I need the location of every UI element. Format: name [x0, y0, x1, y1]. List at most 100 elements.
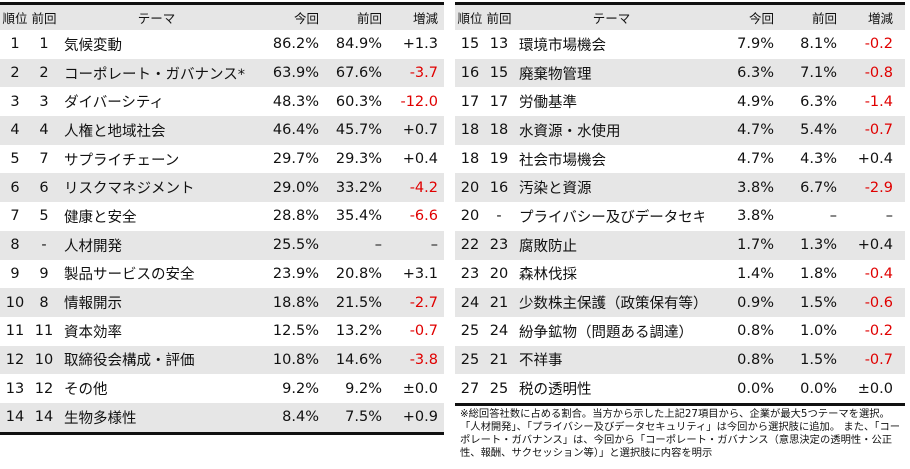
table-row: 20-プライバシー及びデータセキュリティ 3.8% – –: [455, 202, 905, 231]
table-row: 6 6 リスクマネジメント 29.0% 33.2% -4.2: [0, 173, 444, 203]
table-row: 12 10 取締役会構成・評価 10.8% 14.6% -3.8: [0, 345, 444, 375]
change-cell: +0.4: [402, 151, 438, 168]
prev-rank-cell: 7: [39, 151, 49, 168]
prev-rank-cell: -: [41, 237, 47, 254]
theme-cell: 水資源・水使用: [519, 123, 621, 140]
rank-cell: 3: [10, 93, 20, 110]
prev-rank-cell: 3: [39, 93, 49, 110]
current-cell: 9.2%: [282, 380, 319, 397]
change-cell: +1.3: [402, 36, 438, 53]
current-cell: 28.8%: [272, 208, 319, 225]
previous-cell: 1.0%: [800, 323, 837, 340]
table-row: 8 - 人材開発 25.5% – –: [0, 230, 444, 260]
theme-cell: リスクマネジメント: [64, 181, 195, 198]
table-row: 7 5 健康と安全 28.8% 35.4% -6.6: [0, 202, 444, 231]
theme-cell: 不祥事: [519, 353, 563, 370]
current-cell: 6.3%: [737, 65, 774, 82]
theme-cell: その他: [64, 382, 108, 399]
header-theme: テーマ: [137, 11, 176, 26]
change-cell: -0.8: [864, 65, 893, 82]
theme-cell: 健康と安全: [64, 209, 137, 226]
header-previous: 前回: [356, 11, 382, 26]
prev-rank-cell: 23: [489, 237, 509, 254]
previous-cell: 84.9%: [335, 36, 382, 53]
prev-rank-cell: 6: [39, 179, 49, 196]
prev-rank-cell: 5: [39, 208, 49, 225]
prev-rank-cell: 20: [489, 265, 509, 282]
footnote: ※総回答社数に占める割合。当方から示した上記27項目から、企業が最大5つテーマを…: [460, 408, 901, 459]
rank-cell: 2: [10, 65, 20, 82]
rank-cell: 23: [460, 265, 480, 282]
previous-cell: 4.3%: [800, 151, 837, 168]
rank-cell: 17: [460, 93, 480, 110]
current-cell: 4.9%: [737, 93, 774, 110]
rank-cell: 22: [460, 237, 480, 254]
prev-rank-cell: 15: [489, 65, 509, 82]
current-cell: 29.7%: [272, 151, 319, 168]
current-cell: 25.5%: [272, 237, 319, 254]
rank-cell: 11: [5, 323, 25, 340]
current-cell: 0.0%: [737, 380, 774, 397]
change-cell: -0.7: [409, 323, 438, 340]
table-row: 18 18 水資源・水使用 4.7% 5.4% -0.7: [455, 116, 905, 145]
change-cell: -0.6: [864, 294, 893, 311]
rank-cell: 27: [460, 380, 480, 397]
prev-rank-cell: 2: [39, 65, 49, 82]
rank-cell: 5: [10, 151, 20, 168]
header-current: 今回: [293, 11, 319, 26]
change-cell: –: [885, 208, 893, 225]
prev-rank-cell: 1: [39, 36, 49, 53]
table-row: 13 12 その他 9.2% 9.2% ±0.0: [0, 374, 444, 403]
current-cell: 1.7%: [737, 237, 774, 254]
current-cell: 0.9%: [737, 294, 774, 311]
table-row: 22 23 腐敗防止 1.7% 1.3% +0.4: [455, 230, 905, 260]
theme-cell: 廃棄物管理: [519, 66, 592, 83]
table-row: 18 19 社会市場機会 4.7% 4.3% +0.4: [455, 145, 905, 174]
change-cell: -3.8: [409, 351, 438, 368]
theme-cell: 腐敗防止: [519, 238, 577, 255]
rank-cell: 6: [10, 179, 20, 196]
table-row: 14 14 生物多様性 8.4% 7.5% +0.9: [0, 402, 444, 432]
previous-cell: –: [829, 208, 837, 225]
prev-rank-cell: 18: [489, 122, 509, 139]
theme-cell: 資本効率: [64, 324, 122, 341]
rank-cell: 25: [460, 351, 480, 368]
previous-cell: 7.1%: [800, 65, 837, 82]
previous-cell: 35.4%: [335, 208, 382, 225]
header-rank: 順位: [457, 11, 483, 26]
prev-rank-cell: 13: [489, 36, 509, 53]
change-cell: -0.2: [864, 36, 893, 53]
previous-cell: 5.4%: [800, 122, 837, 139]
rank-cell: 25: [460, 323, 480, 340]
theme-cell: 人権と地域社会: [64, 123, 166, 140]
theme-cell: 社会市場機会: [519, 152, 606, 169]
theme-cell: 税の透明性: [519, 382, 592, 399]
prev-rank-cell: 17: [489, 93, 509, 110]
rank-cell: 4: [10, 122, 20, 139]
header-previous: 前回: [811, 11, 837, 26]
rank-cell: 1: [10, 36, 20, 53]
theme-cell: 汚染と資源: [519, 181, 592, 198]
theme-cell: コーポレート・ガバナンス*: [64, 66, 245, 83]
previous-cell: 0.0%: [800, 380, 837, 397]
change-cell: +0.4: [857, 237, 893, 254]
previous-cell: 8.1%: [800, 36, 837, 53]
previous-cell: 1.5%: [800, 351, 837, 368]
current-cell: 48.3%: [272, 93, 319, 110]
rank-cell: 20: [460, 179, 480, 196]
prev-rank-cell: 4: [39, 122, 49, 139]
prev-rank-cell: 25: [489, 380, 509, 397]
previous-cell: 29.3%: [335, 151, 382, 168]
change-cell: -3.7: [409, 65, 438, 82]
table-row: 5 7 サプライチェーン 29.7% 29.3% +0.4: [0, 145, 444, 174]
previous-cell: 7.5%: [345, 409, 382, 426]
header-change: 増減: [867, 11, 893, 26]
rank-cell: 18: [460, 122, 480, 139]
previous-cell: 14.6%: [335, 351, 382, 368]
table-row: 25 24 紛争鉱物（問題ある調達） 0.8% 1.0% -0.2: [455, 317, 905, 346]
table-row: 1 1 気候変動 86.2% 84.9% +1.3: [0, 30, 444, 59]
prev-rank-cell: 16: [489, 179, 509, 196]
change-cell: ±0.0: [857, 380, 893, 397]
header-prev-rank: 前回: [31, 11, 57, 26]
prev-rank-cell: 21: [489, 351, 509, 368]
